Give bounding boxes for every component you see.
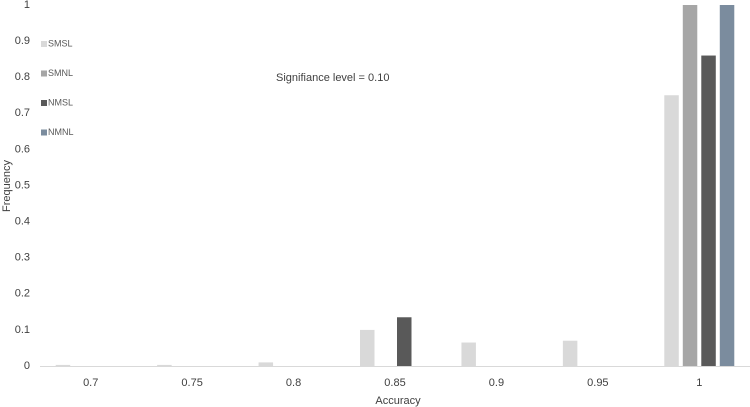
bar	[360, 329, 375, 366]
y-tick-label: 0.3	[15, 252, 30, 264]
bar	[701, 55, 716, 366]
bar	[157, 364, 172, 366]
bar	[397, 317, 412, 366]
x-tick-label: 0.75	[181, 377, 202, 389]
x-tick-label: 0.85	[384, 377, 405, 389]
x-tick-label: 0.8	[286, 377, 301, 389]
legend-swatch	[41, 100, 47, 106]
y-tick-label: 0.8	[15, 71, 30, 83]
y-tick-label: 0.5	[15, 179, 30, 191]
bar	[562, 340, 578, 366]
x-tick-label: 0.9	[489, 377, 504, 389]
y-tick-label: 0.9	[15, 35, 30, 47]
x-tick-label: 0.7	[83, 377, 98, 389]
y-tick-label: 0.4	[15, 216, 30, 228]
x-tick-label: 1	[696, 377, 702, 389]
y-axis-label: Frequency	[1, 160, 13, 212]
legend-swatch	[41, 41, 47, 47]
bar	[664, 95, 679, 366]
legend-label: SMSL	[48, 38, 73, 48]
bar	[55, 364, 71, 366]
y-tick-label: 1	[24, 0, 30, 11]
legend-swatch	[41, 70, 47, 77]
annotation: Signifiance level = 0.10	[276, 72, 389, 84]
x-tick-label: 0.95	[587, 377, 608, 389]
y-tick-label: 0	[24, 360, 30, 372]
legend-label: NMNL	[48, 127, 74, 137]
legend-swatch	[41, 129, 47, 136]
y-tick-label: 0.7	[15, 107, 30, 119]
bar	[719, 5, 735, 366]
y-tick-label: 0.1	[15, 324, 30, 336]
bar	[682, 5, 698, 366]
y-tick-label: 0.2	[15, 288, 30, 300]
bar	[461, 342, 476, 366]
bar	[258, 362, 274, 366]
y-tick-label: 0.6	[15, 143, 30, 155]
legend-label: SMNL	[48, 68, 73, 78]
x-axis-label: Accuracy	[375, 395, 421, 407]
legend-label: NMSL	[48, 97, 73, 107]
